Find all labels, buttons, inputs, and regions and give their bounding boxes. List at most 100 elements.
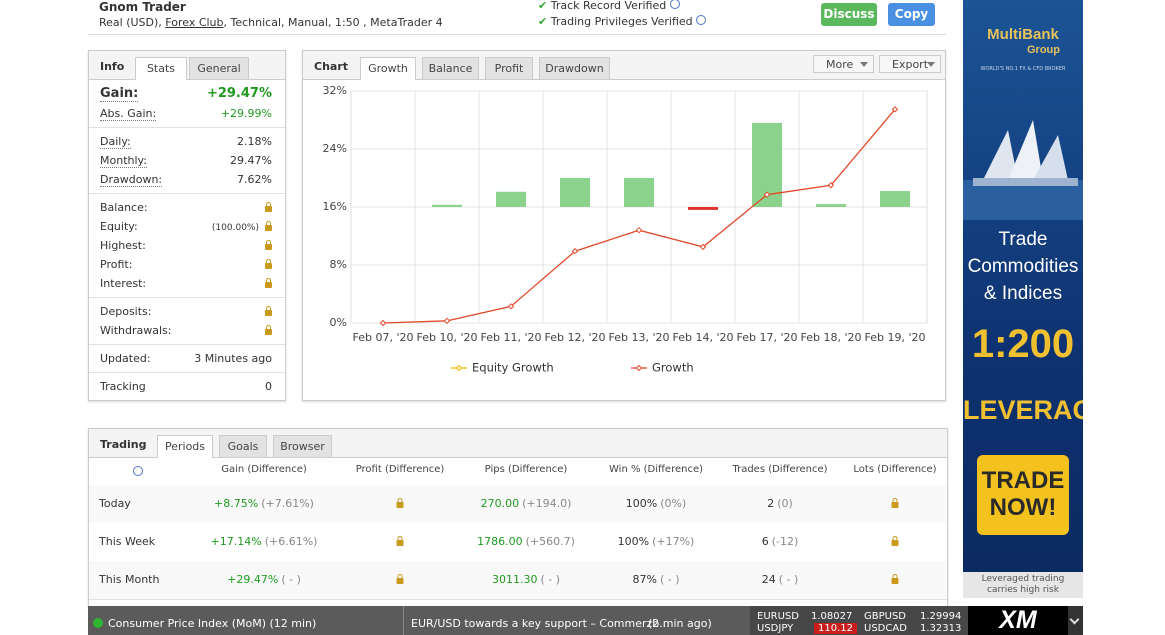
y-tick-label: 32%	[323, 84, 347, 97]
info-row: Interest:	[89, 274, 285, 293]
info-row: Equity: (100.00%)	[89, 217, 285, 236]
tab[interactable]: Balance	[422, 57, 479, 79]
verified-text: Trading Privileges Verified	[550, 15, 693, 28]
periods-table: Gain (Difference) Profit (Difference) Pips…	[89, 457, 947, 607]
info-value-wrap	[259, 255, 272, 274]
point-marker	[379, 319, 387, 327]
cell-difference: (+17%)	[652, 535, 695, 548]
tab[interactable]: Drawdown	[539, 57, 610, 79]
verified-1: ✔ Track Record Verified	[538, 0, 680, 12]
info-row: Withdrawals:	[89, 321, 285, 340]
ad-disclaimer: Leveraged trading carries high risk	[963, 572, 1083, 598]
sail	[1033, 135, 1068, 180]
y-tick-label: 8%	[330, 258, 347, 271]
legend-label: Growth	[652, 361, 694, 375]
x-tick-label: Feb 11, '20	[481, 331, 542, 344]
divider	[403, 606, 404, 635]
tab[interactable]: General	[189, 57, 249, 79]
table-cell	[891, 497, 899, 510]
news-item[interactable]: Consumer Price Index (MoM) (12 min)	[108, 617, 317, 630]
legend-marker	[455, 364, 463, 372]
tab[interactable]: Periods	[157, 435, 213, 458]
news-time: (2 min ago)	[648, 617, 712, 630]
table-cell: 1786.00 (+560.7)	[477, 535, 575, 548]
info-row: Drawdown: 7.62%	[89, 170, 285, 189]
table-cell: 100% (0%)	[626, 497, 687, 510]
news-item[interactable]: EUR/USD towards a key support – Commerzb…	[411, 617, 670, 630]
cell-difference: (+6.61%)	[264, 535, 318, 548]
tab[interactable]: Stats	[135, 57, 187, 80]
discuss-button[interactable]: Discuss	[821, 3, 877, 26]
help-icon[interactable]	[133, 466, 143, 476]
cell-value: 87%	[632, 573, 657, 586]
subtitle-text: Real (USD),	[99, 16, 162, 29]
column-header: Gain (Difference)	[221, 464, 307, 475]
x-tick-label: Feb 14, '20	[673, 331, 734, 344]
sail	[983, 130, 1018, 180]
tab[interactable]: Profit	[485, 57, 533, 79]
quote-symbol: GBPUSD	[864, 611, 907, 622]
ad-headline-line: Commodities	[967, 256, 1079, 277]
row-label: This Week	[99, 535, 156, 548]
lock-icon	[891, 498, 899, 508]
base	[973, 178, 1078, 186]
xm-logo[interactable]: XM	[968, 606, 1068, 635]
column-header: Pips (Difference)	[484, 464, 568, 475]
ad-headline-line: Trade	[998, 229, 1048, 250]
cell-difference: (+194.0)	[522, 497, 572, 510]
tab-row: Info Stats General	[89, 51, 285, 80]
table-cell	[396, 573, 404, 586]
export-button[interactable]: Export	[879, 55, 941, 73]
x-tick-label: Feb 10, '20	[417, 331, 478, 344]
info-label: Profit:	[100, 258, 133, 271]
ad-headline-line: & Indices	[983, 283, 1063, 304]
point-marker	[891, 106, 899, 113]
daily-bar	[432, 204, 462, 207]
point-marker	[443, 317, 451, 325]
tab[interactable]: Growth	[360, 57, 416, 80]
info-group: Gain: +29.47% Abs. Gain: +29.99%	[89, 80, 285, 128]
help-icon[interactable]	[696, 15, 707, 25]
ad-cta[interactable]: TRADE NOW!	[977, 455, 1069, 535]
cell-difference: (0)	[777, 497, 793, 510]
ad-leverage: LEVERAGE	[963, 395, 1083, 425]
cell-value: 24	[761, 573, 776, 586]
expand-button[interactable]	[1068, 606, 1083, 635]
info-group: Tracking 0	[89, 373, 285, 400]
daily-bar	[816, 204, 846, 207]
table-row	[89, 561, 947, 600]
info-row: Tracking 0	[89, 377, 285, 396]
info-value-wrap: +29.99%	[221, 104, 272, 123]
table-cell: 6 (-12)	[762, 535, 799, 548]
broker-link[interactable]: Forex Club	[165, 16, 224, 29]
tab[interactable]: Browser	[273, 435, 332, 457]
info-value: 2.18%	[237, 135, 272, 148]
info-value-wrap: 29.47%	[230, 151, 272, 170]
chevron	[1069, 614, 1080, 625]
cell-difference: ( - )	[281, 573, 301, 586]
help-icon[interactable]	[669, 0, 680, 9]
ad-ratio: 1:200	[971, 322, 1075, 366]
ad-banner[interactable]: MultiBank Group WORLD'S NO.1 FX & CFD BR…	[963, 0, 1083, 598]
lock-icon	[265, 202, 272, 212]
more-button[interactable]: More	[813, 55, 874, 73]
info-label: Balance:	[100, 201, 148, 214]
daily-bar	[624, 178, 654, 207]
info-value: 29.47%	[230, 154, 272, 167]
cell-value: +8.75%	[214, 497, 259, 510]
verified-text: Track Record Verified	[550, 0, 667, 12]
info-value: +29.47%	[206, 86, 272, 101]
quote-symbol: USDJPY	[757, 623, 794, 634]
table-cell	[396, 535, 404, 548]
info-label: Monthly:	[100, 154, 147, 168]
legend-marker	[635, 364, 643, 372]
info-panel: Info Stats General Gain: +29.47% Abs. Gain: +…	[88, 50, 286, 401]
info-value-wrap: (100.00%)	[212, 217, 272, 238]
info-label: Withdrawals:	[100, 324, 172, 337]
info-label: Drawdown:	[100, 173, 163, 187]
info-label: Interest:	[100, 277, 147, 290]
table-cell: 3011.30( - )	[492, 573, 560, 586]
copy-button[interactable]: Copy	[888, 3, 935, 26]
tab[interactable]: Goals	[219, 435, 267, 457]
info-label: Highest:	[100, 239, 146, 252]
